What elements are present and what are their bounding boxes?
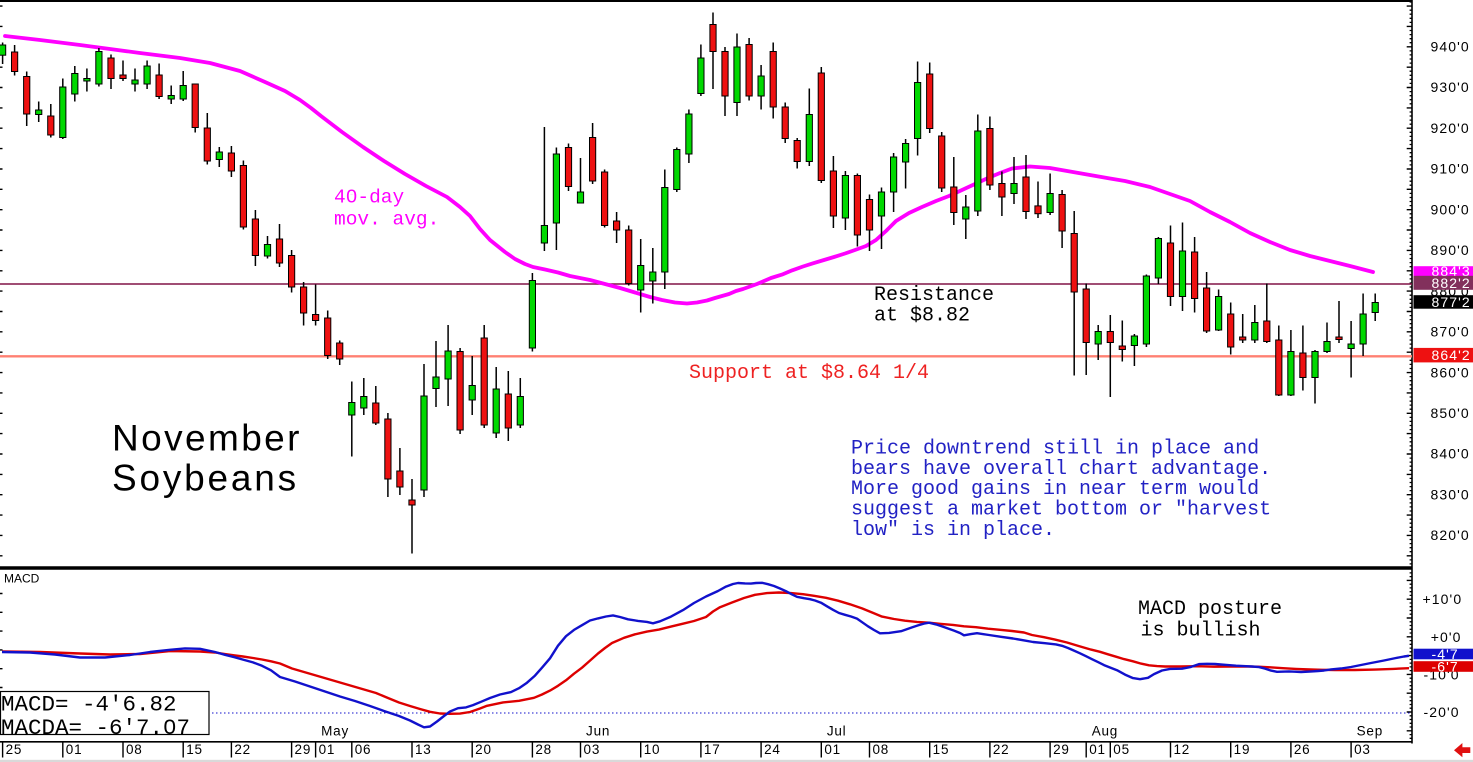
svg-text:900'0: 900'0 (1431, 201, 1470, 217)
svg-text:920'0: 920'0 (1431, 120, 1470, 136)
svg-text:Jul: Jul (827, 724, 847, 739)
svg-text:13: 13 (415, 742, 432, 757)
svg-text:+0'0: +0'0 (1431, 629, 1462, 645)
svg-text:05: 05 (1113, 742, 1130, 757)
svg-text:877'2: 877'2 (1432, 294, 1471, 310)
svg-text:01: 01 (319, 742, 336, 757)
svg-text:Price downtrend still in place: Price downtrend still in place and (851, 438, 1259, 461)
svg-text:03: 03 (1354, 742, 1371, 757)
svg-text:November: November (112, 418, 302, 459)
svg-text:-20'0: -20'0 (1424, 704, 1460, 720)
svg-text:29: 29 (1053, 742, 1070, 757)
svg-text:Resistance: Resistance (874, 284, 994, 307)
svg-text:28: 28 (535, 742, 552, 757)
svg-text:More good gains in near term w: More good gains in near term would (851, 478, 1259, 501)
svg-text:890'0: 890'0 (1431, 242, 1470, 258)
svg-text:08: 08 (872, 742, 889, 757)
svg-text:860'0: 860'0 (1431, 364, 1470, 380)
svg-text:is bullish: is bullish (1141, 620, 1261, 643)
svg-text:884'3: 884'3 (1432, 263, 1471, 279)
svg-text:19: 19 (1234, 742, 1251, 757)
svg-text:May: May (321, 724, 349, 739)
svg-text:MACDA= -6'7.07: MACDA= -6'7.07 (1, 715, 190, 741)
svg-text:20: 20 (475, 742, 492, 757)
svg-text:01: 01 (66, 742, 83, 757)
svg-text:MACD posture: MACD posture (1138, 598, 1282, 621)
svg-text:03: 03 (584, 742, 601, 757)
svg-text:15: 15 (186, 742, 203, 757)
svg-text:26: 26 (1294, 742, 1311, 757)
svg-text:Soybeans: Soybeans (112, 458, 299, 499)
svg-text:930'0: 930'0 (1431, 79, 1470, 95)
svg-text:910'0: 910'0 (1431, 161, 1470, 177)
svg-text:24: 24 (764, 742, 781, 757)
svg-text:+10'0: +10'0 (1423, 591, 1463, 607)
svg-text:850'0: 850'0 (1431, 405, 1470, 421)
svg-text:22: 22 (234, 742, 251, 757)
svg-text:01: 01 (1089, 742, 1106, 757)
svg-text:-6'7: -6'7 (1432, 659, 1459, 675)
svg-text:Jun: Jun (586, 724, 610, 739)
svg-text:25: 25 (6, 742, 23, 757)
svg-text:15: 15 (933, 742, 950, 757)
svg-text:882'2: 882'2 (1432, 275, 1471, 291)
svg-text:830'0: 830'0 (1431, 486, 1470, 502)
svg-text:17: 17 (704, 742, 721, 757)
svg-text:29: 29 (295, 742, 312, 757)
svg-text:Sep: Sep (1357, 724, 1383, 739)
svg-text:01: 01 (824, 742, 841, 757)
svg-text:suggest a market bottom or "ha: suggest a market bottom or "harvest (851, 499, 1271, 522)
svg-text:820'0: 820'0 (1431, 527, 1470, 543)
svg-text:06: 06 (355, 742, 372, 757)
svg-text:MACD= -4'6.82: MACD= -4'6.82 (1, 692, 177, 718)
svg-text:low" is in place.: low" is in place. (851, 519, 1055, 542)
svg-text:22: 22 (993, 742, 1010, 757)
svg-text:bears have overall chart advan: bears have overall chart advantage. (851, 458, 1271, 481)
svg-text:Aug: Aug (1092, 724, 1118, 739)
svg-text:40-day: 40-day (334, 187, 405, 209)
svg-text:mov. avg.: mov. avg. (334, 209, 439, 231)
svg-text:MACD: MACD (4, 572, 40, 586)
svg-text:864'2: 864'2 (1432, 347, 1471, 363)
svg-text:12: 12 (1173, 742, 1190, 757)
svg-text:08: 08 (126, 742, 143, 757)
svg-text:940'0: 940'0 (1431, 39, 1470, 55)
svg-text:870'0: 870'0 (1431, 324, 1470, 340)
svg-text:Support at $8.64 1/4: Support at $8.64 1/4 (689, 362, 929, 385)
svg-text:10: 10 (644, 742, 661, 757)
svg-text:-4'7: -4'7 (1432, 646, 1459, 662)
svg-text:at $8.82: at $8.82 (874, 304, 970, 327)
svg-text:840'0: 840'0 (1431, 446, 1470, 462)
